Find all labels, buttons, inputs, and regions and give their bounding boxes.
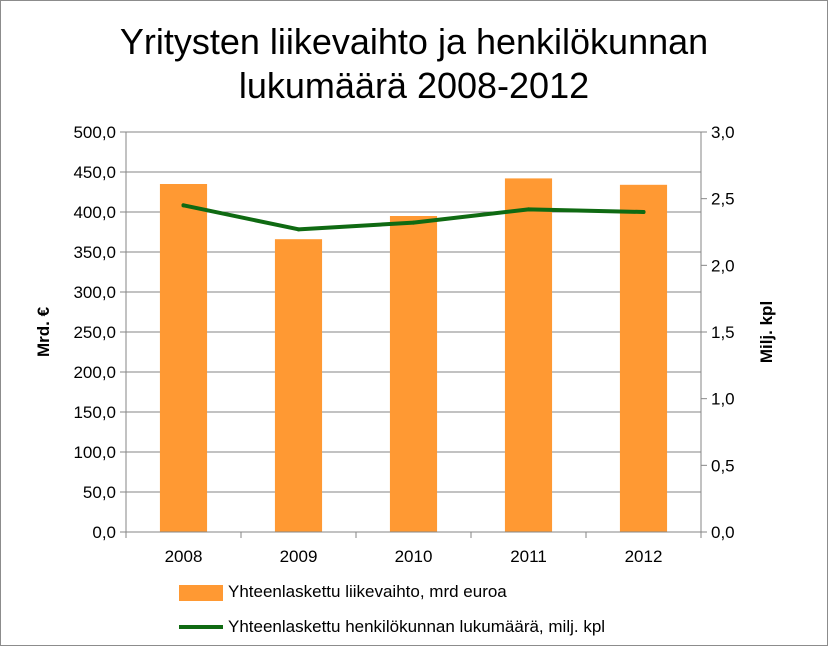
right-tick-label: 3,0 bbox=[711, 123, 735, 142]
chart-title-line2: lukumäärä 2008-2012 bbox=[238, 65, 590, 106]
right-tick-label: 0,0 bbox=[711, 523, 735, 542]
right-tick-label: 1,5 bbox=[711, 323, 735, 342]
bar bbox=[504, 178, 553, 532]
legend-swatch-line bbox=[179, 625, 223, 629]
axes bbox=[120, 131, 707, 538]
left-tick-label: 0,0 bbox=[92, 523, 116, 542]
left-tick-label: 50,0 bbox=[83, 483, 116, 502]
line-point bbox=[296, 227, 301, 232]
line-point bbox=[411, 220, 416, 225]
x-tick-label: 2010 bbox=[395, 547, 433, 566]
right-tick-label: 2,5 bbox=[711, 190, 735, 209]
right-axis-ticks: 0,0 0,5 1,0 1,5 2,0 2,5 3,0 bbox=[711, 123, 735, 542]
line-series bbox=[181, 203, 646, 232]
bar bbox=[159, 184, 208, 532]
bar-series bbox=[159, 178, 668, 533]
x-tick-label: 2011 bbox=[510, 547, 547, 566]
right-tick-label: 2,0 bbox=[711, 256, 735, 275]
left-tick-label: 450,0 bbox=[73, 163, 116, 182]
line-point bbox=[526, 207, 531, 212]
left-tick-label: 150,0 bbox=[73, 403, 116, 422]
chart-title: Yritysten liikevaihto ja henkilökunnan l… bbox=[0, 20, 828, 108]
legend-swatch-bar bbox=[179, 585, 223, 601]
left-tick-label: 100,0 bbox=[73, 443, 116, 462]
legend-label-line: Yhteenlaskettu henkilökunnan lukumäärä, … bbox=[228, 617, 606, 636]
bar bbox=[274, 239, 323, 532]
line-point bbox=[181, 203, 186, 208]
left-axis-label: Mrd. € bbox=[34, 306, 53, 357]
left-tick-label: 300,0 bbox=[73, 283, 116, 302]
x-tick-label: 2008 bbox=[165, 547, 203, 566]
bar bbox=[389, 216, 438, 532]
bar bbox=[619, 184, 668, 533]
line-point bbox=[641, 210, 646, 214]
chart-title-line1: Yritysten liikevaihto ja henkilökunnan bbox=[119, 21, 709, 62]
right-axis-label: Milj. kpl bbox=[757, 301, 776, 363]
left-tick-label: 200,0 bbox=[73, 363, 116, 382]
left-tick-label: 500,0 bbox=[73, 123, 116, 142]
left-tick-label: 350,0 bbox=[73, 243, 116, 262]
legend-label-bar: Yhteenlaskettu liikevaihto, mrd euroa bbox=[228, 582, 507, 601]
x-tick-label: 2009 bbox=[280, 547, 318, 566]
left-tick-label: 250,0 bbox=[73, 323, 116, 342]
right-tick-label: 1,0 bbox=[711, 390, 735, 409]
x-tick-label: 2012 bbox=[625, 547, 663, 566]
x-axis-ticks: 2008 2009 2010 2011 2012 bbox=[165, 547, 663, 566]
left-tick-label: 400,0 bbox=[73, 203, 116, 222]
left-axis-ticks: 0,0 50,0 100,0 150,0 200,0 250,0 300,0 350,0 400… bbox=[73, 123, 116, 542]
right-tick-label: 0,5 bbox=[711, 456, 735, 475]
